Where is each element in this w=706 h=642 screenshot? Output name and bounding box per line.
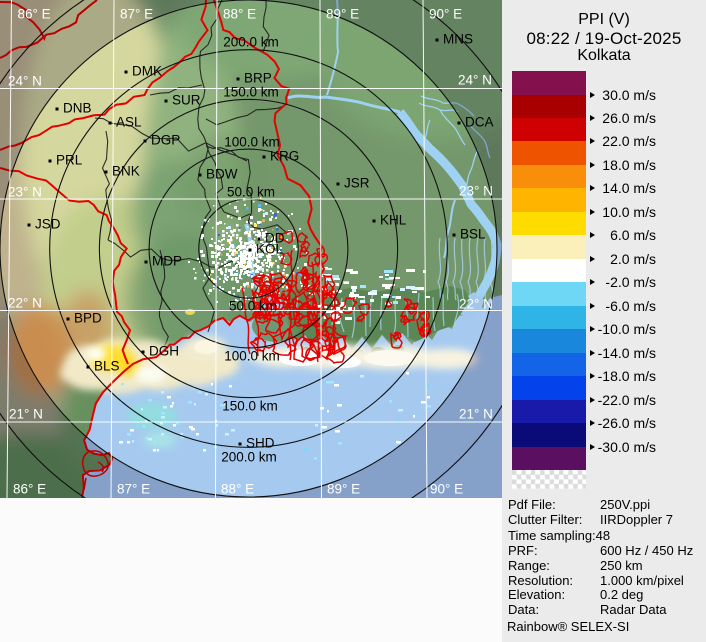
svg-text:24° N: 24° N bbox=[8, 74, 42, 89]
svg-text:87° E: 87° E bbox=[117, 482, 150, 497]
svg-text:DNB: DNB bbox=[63, 101, 92, 116]
svg-text:21° N: 21° N bbox=[459, 407, 493, 422]
svg-text:89° E: 89° E bbox=[326, 7, 359, 22]
svg-text:BRP: BRP bbox=[244, 71, 272, 86]
svg-text:DGH: DGH bbox=[149, 344, 179, 359]
svg-text:23° N: 23° N bbox=[459, 184, 493, 199]
svg-text:86° E: 86° E bbox=[13, 482, 46, 497]
svg-text:21° N: 21° N bbox=[9, 407, 43, 422]
svg-text:BLS: BLS bbox=[94, 359, 120, 374]
svg-text:88° E: 88° E bbox=[223, 7, 256, 22]
svg-text:SHD: SHD bbox=[246, 436, 275, 451]
svg-text:BSL: BSL bbox=[460, 227, 486, 242]
svg-text:50.0 km: 50.0 km bbox=[227, 185, 275, 200]
svg-text:22° N: 22° N bbox=[8, 296, 42, 311]
svg-text:KRG: KRG bbox=[270, 149, 299, 164]
svg-text:88° E: 88° E bbox=[221, 482, 254, 497]
svg-text:90° E: 90° E bbox=[429, 7, 462, 22]
svg-text:50.0 km: 50.0 km bbox=[229, 299, 277, 314]
svg-text:BNK: BNK bbox=[112, 164, 140, 179]
svg-text:MNS: MNS bbox=[443, 32, 473, 47]
svg-text:DGP: DGP bbox=[151, 133, 180, 148]
svg-text:200.0 km: 200.0 km bbox=[221, 450, 277, 465]
svg-text:DCA: DCA bbox=[465, 115, 494, 130]
svg-text:KOL: KOL bbox=[256, 242, 284, 257]
svg-text:89° E: 89° E bbox=[327, 482, 360, 497]
svg-text:ASL: ASL bbox=[116, 115, 142, 130]
svg-text:22° N: 22° N bbox=[459, 297, 493, 312]
svg-text:90° E: 90° E bbox=[430, 482, 463, 497]
svg-text:DD: DD bbox=[265, 231, 285, 246]
svg-text:BDW: BDW bbox=[206, 167, 238, 182]
svg-text:BPD: BPD bbox=[74, 311, 102, 326]
svg-text:150.0 km: 150.0 km bbox=[223, 85, 279, 100]
svg-text:MDP: MDP bbox=[152, 254, 182, 269]
svg-text:PRL: PRL bbox=[56, 153, 83, 168]
svg-text:JSR: JSR bbox=[344, 176, 370, 191]
svg-text:100.0 km: 100.0 km bbox=[224, 349, 280, 364]
svg-text:KHL: KHL bbox=[380, 213, 407, 228]
svg-text:86° E: 86° E bbox=[18, 7, 51, 22]
svg-text:150.0 km: 150.0 km bbox=[222, 399, 278, 414]
svg-text:23° N: 23° N bbox=[8, 185, 42, 200]
svg-text:DMK: DMK bbox=[132, 64, 162, 79]
svg-text:100.0 km: 100.0 km bbox=[224, 135, 280, 150]
svg-text:200.0 km: 200.0 km bbox=[223, 35, 279, 50]
svg-text:SUR: SUR bbox=[172, 93, 201, 108]
svg-text:87° E: 87° E bbox=[120, 7, 153, 22]
svg-text:JSD: JSD bbox=[35, 217, 61, 232]
svg-text:24° N: 24° N bbox=[458, 73, 492, 88]
